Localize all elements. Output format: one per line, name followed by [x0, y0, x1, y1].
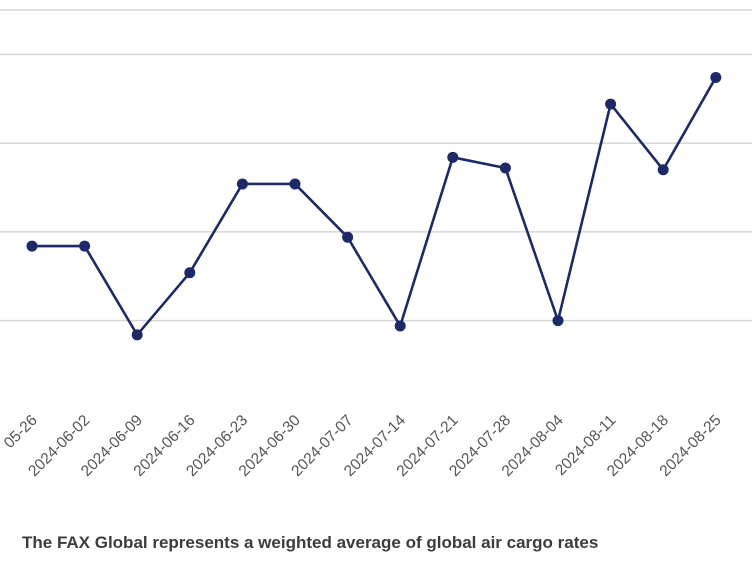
data-point-2024-06-23 [236, 178, 248, 190]
data-point-2024-06-09 [131, 329, 143, 341]
data-point-2024-07-28 [499, 162, 511, 174]
gridlines [0, 9, 752, 322]
line-chart: 05-262024-06-022024-06-092024-06-162024-… [0, 9, 752, 480]
data-point-2024-06-02 [79, 240, 91, 252]
data-point-2024-06-16 [184, 267, 196, 279]
data-point-2024-07-14 [394, 320, 406, 332]
data-point-2024-08-25 [710, 71, 722, 83]
data-point-2024-08-04 [552, 315, 564, 327]
data-point-2024-07-07 [342, 231, 354, 243]
data-points [26, 71, 722, 341]
data-point-2024-05-26 [26, 240, 38, 252]
data-point-2024-08-18 [657, 164, 669, 176]
x-tick-label-2024-05-26: 05-26 [1, 412, 41, 452]
chart-caption: The FAX Global represents a weighted ave… [22, 533, 599, 552]
data-point-2024-07-21 [447, 151, 459, 163]
x-axis-tick-labels: 05-262024-06-022024-06-092024-06-162024-… [1, 412, 725, 480]
data-point-2024-06-30 [289, 178, 301, 190]
data-point-2024-08-11 [605, 98, 617, 110]
series-line [32, 76, 717, 337]
